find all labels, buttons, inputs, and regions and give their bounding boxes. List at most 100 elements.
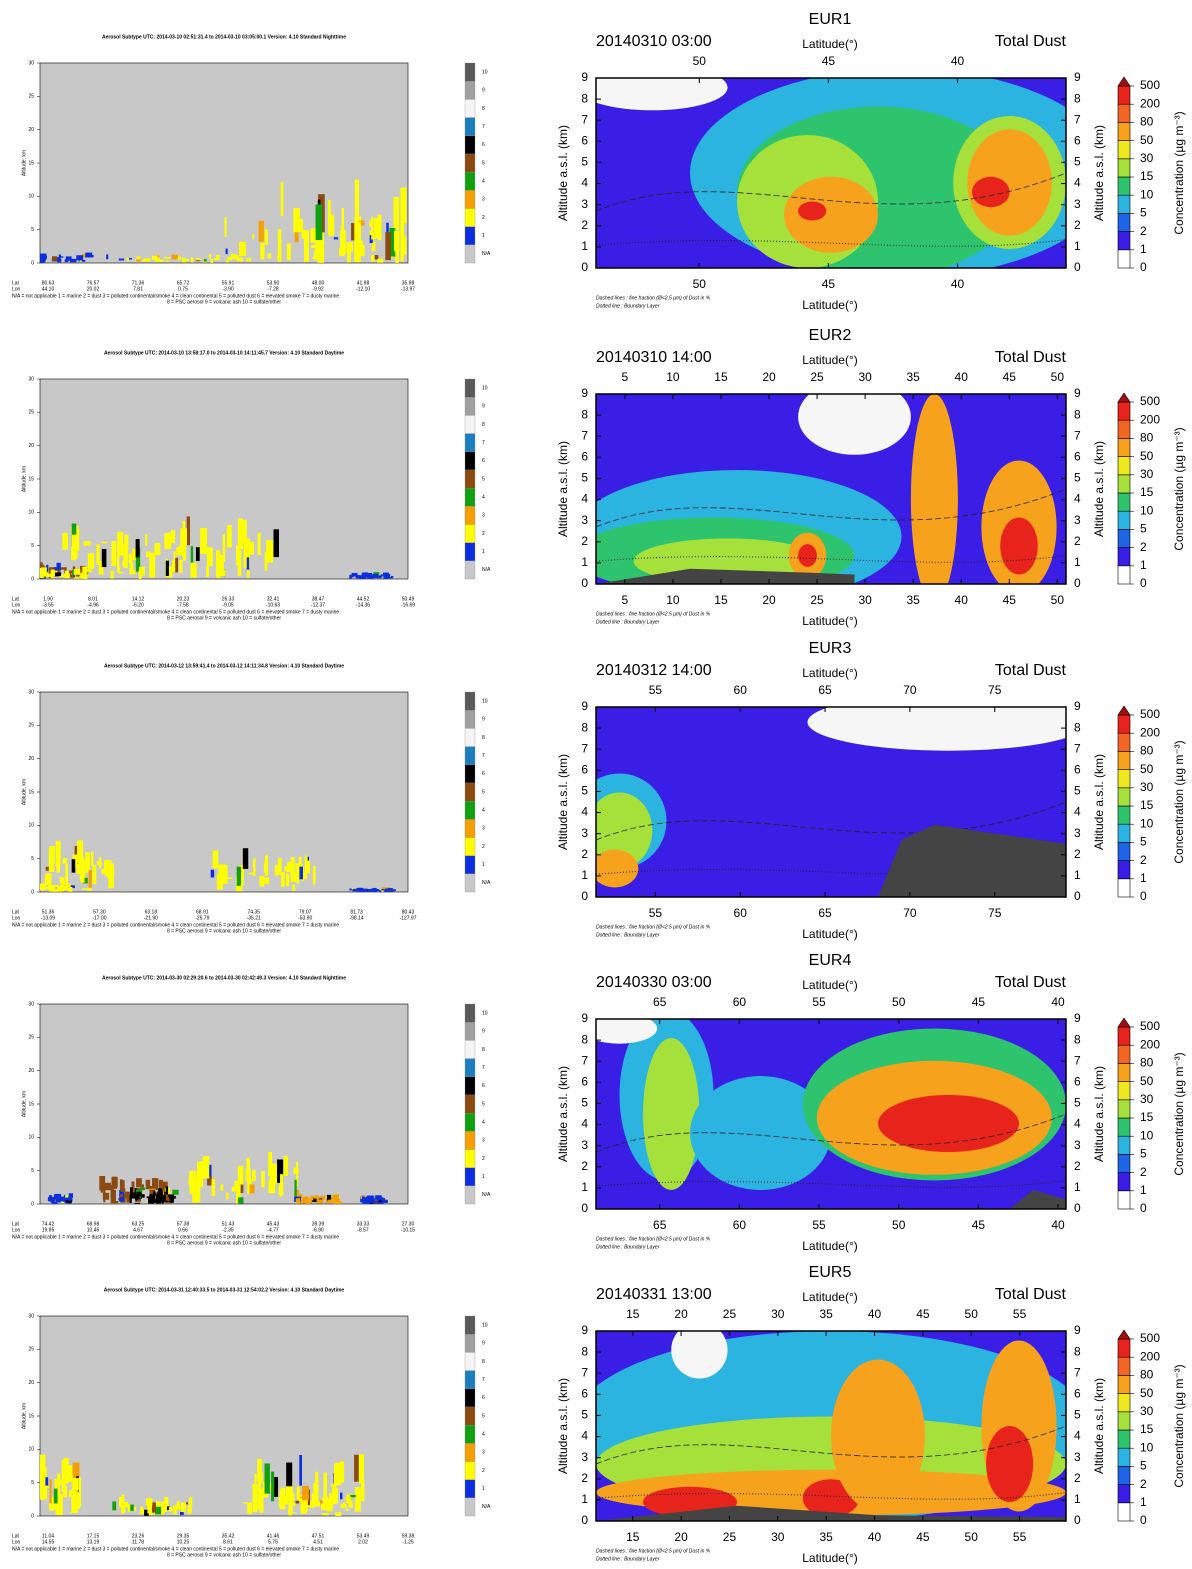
aerosol-feature xyxy=(145,534,148,546)
aerosol-feature xyxy=(341,208,344,234)
aerosol-feature xyxy=(368,575,374,579)
legend-swatch xyxy=(464,208,476,227)
aerosol-feature xyxy=(73,577,81,579)
concentration-region xyxy=(596,849,639,888)
legend-footer: 8 = PSC aerosol 9 = volcanic ash 10 = su… xyxy=(167,299,281,305)
aerosol-feature xyxy=(63,1457,69,1484)
y-tick-label: 5 xyxy=(581,155,588,169)
aerosol-feature xyxy=(45,866,50,871)
lon-value: 4.51 xyxy=(313,1539,323,1545)
aerosol-feature xyxy=(159,259,164,261)
aerosol-feature xyxy=(332,1487,338,1504)
lat-value: 63.25 xyxy=(132,1221,145,1227)
legend-swatch xyxy=(464,1131,476,1150)
colorbar-tick-label: 200 xyxy=(1140,412,1160,426)
lon-value: -12.10 xyxy=(356,286,370,292)
y-tick-label: 15 xyxy=(28,1413,34,1419)
colorbar-tick-label: 0 xyxy=(1140,1201,1147,1215)
colorbar-band xyxy=(1117,751,1131,770)
aerosol-feature xyxy=(247,1178,252,1194)
aerosol-feature xyxy=(156,1195,161,1204)
aerosol-feature xyxy=(138,566,145,576)
lon-value: -7.28 xyxy=(267,286,279,292)
y-tick-label: 3 xyxy=(581,1450,588,1464)
note: Dotted line : Boundary Layer xyxy=(596,619,660,625)
legend-swatch xyxy=(464,1167,476,1186)
aerosol-feature xyxy=(338,1478,341,1486)
colorbar-tick-label: 200 xyxy=(1140,96,1160,110)
aerosol-feature xyxy=(165,1186,169,1195)
aerosol-feature xyxy=(64,573,70,579)
y-axis-label: Altitude a.s.l. (km) xyxy=(556,1066,570,1162)
aerosol-feature xyxy=(245,1169,251,1182)
aerosol-feature xyxy=(110,570,114,579)
aerosol-feature xyxy=(171,254,178,260)
y-tick-label: 10 xyxy=(28,194,34,200)
top-tick-label: 45 xyxy=(822,54,836,68)
aerosol-feature xyxy=(143,258,148,262)
lat-value: 59.38 xyxy=(402,1533,415,1539)
aerosol-feature xyxy=(41,577,46,579)
aerosol-feature xyxy=(222,534,226,562)
aerosol-feature xyxy=(346,241,353,253)
aerosol-feature xyxy=(367,573,373,577)
aerosol-feature xyxy=(81,571,87,574)
aerosol-feature xyxy=(56,562,61,571)
legend-swatch xyxy=(464,451,476,471)
aerosol-feature xyxy=(153,1190,156,1196)
legend-swatch xyxy=(464,1003,476,1023)
y-tick-label-right: 1 xyxy=(1074,868,1081,882)
y-tick-label: 9 xyxy=(581,386,588,400)
legend-label: 6 xyxy=(482,142,485,148)
colorbar-band xyxy=(1117,1063,1131,1082)
aerosol-feature xyxy=(266,540,273,553)
aerosol-feature xyxy=(49,1497,55,1511)
aerosol-feature xyxy=(64,259,69,263)
aerosol-feature xyxy=(246,557,250,570)
lon-value: -35.21 xyxy=(247,915,261,921)
aerosol-feature xyxy=(82,566,88,572)
panel-date: 20140310 03:00 xyxy=(596,33,712,50)
aerosol-feature xyxy=(164,256,171,259)
legend-swatch xyxy=(464,506,476,525)
x-tick-label: 45 xyxy=(972,1218,986,1232)
aerosol-feature xyxy=(240,519,247,544)
top-tick-label: 50 xyxy=(892,995,906,1009)
aerosol-feature xyxy=(130,1187,133,1196)
colorbar-extend xyxy=(1117,392,1131,403)
aerosol-feature xyxy=(315,228,320,258)
colorbar-tick-label: 500 xyxy=(1140,1331,1160,1345)
aerosol-feature xyxy=(149,1186,156,1191)
aerosol-feature xyxy=(360,888,367,892)
y-axis-label: Altitude, km xyxy=(21,150,27,176)
colorbar-tick-label: 80 xyxy=(1140,115,1154,129)
aerosol-feature xyxy=(335,1198,340,1201)
x-axis-label: Latitude(°) xyxy=(802,614,858,628)
legend-swatch xyxy=(464,1040,476,1059)
legend-label: 3 xyxy=(482,513,485,519)
boundary-layer xyxy=(596,1492,1066,1500)
colorbar-tick-label: 1 xyxy=(1140,1495,1147,1509)
aerosol-feature xyxy=(292,884,295,892)
aerosol-feature xyxy=(62,857,67,864)
aerosol-feature xyxy=(179,559,183,574)
aerosol-feature xyxy=(56,864,61,873)
y-tick-label-right: 3 xyxy=(1074,1138,1081,1152)
aerosol-feature xyxy=(178,545,183,549)
aerosol-feature xyxy=(72,1462,80,1489)
aerosol-feature xyxy=(295,863,303,875)
colorbar-band xyxy=(1117,769,1131,789)
lat-value: 50.49 xyxy=(402,596,415,602)
legend-label: 8 xyxy=(482,735,485,741)
y-tick-label-right: 2 xyxy=(1074,1471,1081,1485)
top-tick-label: 10 xyxy=(666,370,680,384)
aerosol-feature xyxy=(65,863,68,888)
colorbar-band xyxy=(1117,1190,1131,1210)
y-tick-label-right: 5 xyxy=(1074,155,1081,169)
aerosol-feature xyxy=(270,1163,277,1184)
aerosol-feature xyxy=(225,248,228,255)
y-tick-label: 1 xyxy=(581,868,588,882)
aerosol-feature xyxy=(182,258,187,263)
aerosol-feature xyxy=(61,1459,65,1491)
